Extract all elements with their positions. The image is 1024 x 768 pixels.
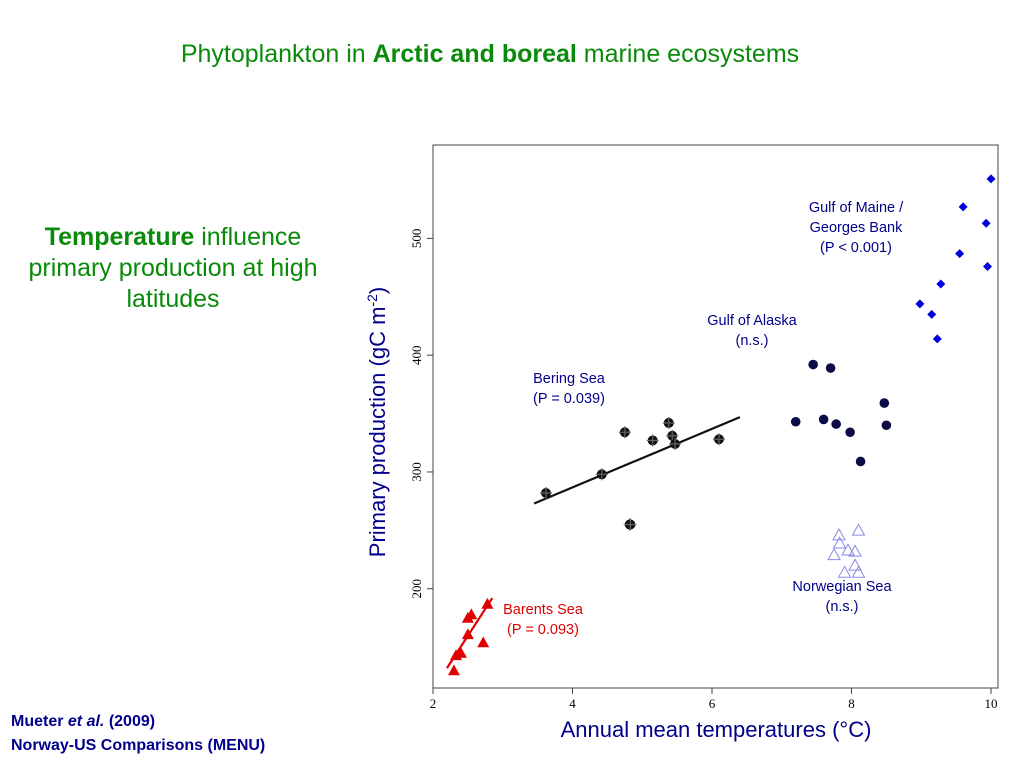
alaska-label: (n.s.) [735,333,768,349]
citation-line-1: Mueter et al. (2009) [11,713,156,730]
y-tick-label: 200 [409,579,424,599]
data-point [461,628,474,640]
bering-fit-line [533,416,741,505]
data-point [662,416,675,429]
maine-label: (P < 0.001) [820,240,892,256]
data-point [646,434,659,447]
axes: 2 4 6 8 10 200 300 400 500 [409,229,998,711]
norwegian-label: Norwegian Sea [792,579,892,595]
y-tick-label: 300 [409,462,424,482]
data-point [454,646,467,658]
x-axis-label: Annual mean temperatures (°C) [561,717,872,742]
data-point [712,433,725,446]
data-point [465,608,478,620]
bering-label: Bering Sea [533,371,606,387]
data-point [845,427,855,438]
data-point [981,218,991,228]
data-point [848,544,862,557]
norwegian-label: (n.s.) [825,599,858,615]
data-point [932,334,942,344]
data-point [827,547,841,561]
data-point [855,456,866,467]
slide-title: Phytoplankton in Arctic and boreal marin… [180,40,800,68]
side-text: Temperature influence primary production… [28,223,318,313]
alaska-label: Gulf of Alaska [707,313,797,329]
data-point [927,309,937,319]
data-point [832,527,846,541]
data-point [818,414,829,425]
x-tick-label: 4 [569,696,576,711]
y-tick-label: 500 [409,229,424,249]
series-labels: Bering Sea (P = 0.039) Gulf of Alaska (n.s.… [503,200,904,638]
data-point [790,416,801,427]
data-point [936,279,946,289]
data-point [915,299,925,309]
data-point [832,536,847,549]
data-marks [446,174,996,676]
data-point [481,597,494,609]
data-point [808,359,818,370]
data-point [477,636,490,648]
barents-label: Barents Sea [503,602,584,618]
y-tick-label: 400 [409,345,424,365]
citation: Mueter et al. (2009) Norway-US Compariso… [11,710,265,758]
data-point [851,565,866,578]
data-point [595,468,608,481]
data-point [618,426,631,439]
x-tick-label: 10 [985,696,998,711]
data-point [447,664,460,676]
x-tick-label: 2 [430,696,437,711]
data-point [825,363,836,373]
data-point [540,486,552,499]
data-point [851,523,866,536]
bering-label: (P = 0.039) [533,391,605,407]
plot-frame [432,144,999,689]
data-point [881,420,892,431]
barents-label: (P = 0.093) [507,622,579,638]
data-point [879,398,890,408]
data-point [958,202,968,212]
y-axis-label: Primary production (gC m-2) [364,287,390,557]
data-point [831,419,841,429]
data-point [986,174,996,184]
data-point [841,543,855,556]
data-point [983,261,993,271]
citation-line-2[interactable]: Norway-US Comparisons (MENU) [11,737,266,754]
data-point [837,565,852,578]
data-point [848,558,862,571]
data-point [624,518,637,531]
maine-label: Gulf of Maine / [809,200,904,216]
x-tick-label: 8 [848,696,855,711]
data-point [669,437,682,450]
maine-label: Georges Bank [810,220,903,236]
x-tick-label: 6 [709,696,716,711]
data-point [955,249,965,259]
